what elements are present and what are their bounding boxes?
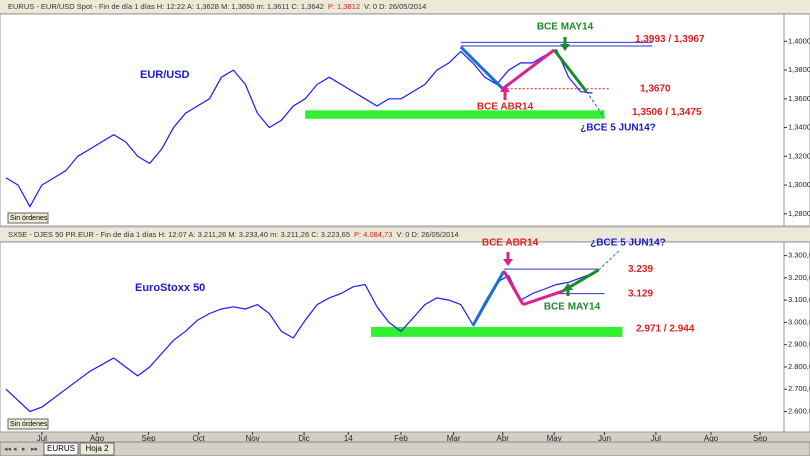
annotation: BCE MAY14 [537, 22, 594, 33]
tab[interactable] [43, 442, 79, 456]
annotation: BCE ABR14 [477, 102, 534, 113]
x-tick-label: Ago [90, 434, 105, 443]
chart-header: EURUS - EUR/USD Spot - Fin de día 1 días… [8, 2, 426, 11]
y-tick-label: 3.100,00 [788, 295, 810, 304]
x-tick-label: Nov [245, 434, 259, 443]
annotation: BCE ABR14 [482, 238, 539, 249]
tab-nav[interactable]: ▸▸ [31, 446, 39, 453]
arrow-head [503, 259, 513, 266]
trend-segment [553, 49, 588, 93]
y-tick-label: 3.300,00 [788, 251, 810, 260]
level-label: 2.971 / 2.944 [636, 324, 695, 335]
axis-area [783, 241, 810, 433]
level-label: 3.129 [628, 288, 653, 299]
x-tick-label: Jun [598, 434, 611, 443]
trend-segment [459, 45, 504, 90]
arrow-head [560, 44, 570, 51]
tab-nav[interactable]: ◂ [13, 446, 17, 453]
x-tick-label: Feb [394, 434, 408, 443]
header-part: EURUS - EUR/USD Spot - Fin de día 1 días… [8, 2, 324, 11]
annotation: ¿BCE 5 JUN14? [580, 123, 656, 134]
level-label: 1,3993 / 1,3967 [635, 34, 705, 45]
axis-area [783, 13, 810, 227]
header-bar [0, 228, 810, 241]
trend-segment [502, 270, 525, 306]
y-tick-label: 1,3600 [788, 94, 810, 103]
level-label: 3.239 [628, 264, 653, 275]
y-tick-label: 2.600,00 [788, 406, 810, 415]
x-tick-label: Jul [651, 434, 661, 443]
annotation: ¿BCE 5 JUN14? [590, 238, 666, 249]
price-line [5, 49, 593, 208]
level [305, 110, 605, 119]
arrow-head [563, 283, 573, 290]
tab-nav[interactable]: ▸ [22, 446, 26, 453]
trend-segment [471, 270, 506, 327]
x-tick-label: Abr [496, 434, 509, 443]
level [371, 326, 623, 337]
header-part: SX5E - DJES 50 PR.EUR - Fin de día 1 día… [8, 230, 350, 239]
x-tick-label: Mar [447, 434, 461, 443]
plot-area [0, 241, 785, 433]
orders-button[interactable] [7, 418, 49, 430]
tab-label[interactable]: EURUS [47, 444, 75, 453]
trend-segment [501, 48, 556, 90]
tab-nav[interactable]: ◂◂ [4, 446, 12, 453]
x-tick-label: Sep [141, 434, 156, 443]
y-tick-label: 1,3200 [788, 151, 810, 160]
level-label: 1,3670 [640, 83, 671, 94]
x-tick-label: Oct [192, 434, 205, 443]
y-tick-label: 1,3800 [788, 65, 810, 74]
arrow-head [500, 85, 510, 92]
chart-header: SX5E - DJES 50 PR.EUR - Fin de día 1 día… [8, 230, 459, 239]
header-part: V: 0 D: 26/05/2014 [396, 230, 458, 239]
y-tick-label: 2.800,00 [788, 362, 810, 371]
level-label: 1,3506 / 1,3475 [632, 107, 702, 118]
y-tick-label: 1,3400 [788, 123, 810, 132]
plot-area [0, 13, 785, 227]
header-part: P: 4.084,73 [354, 230, 392, 239]
header-part: V: 0 D: 26/05/2014 [364, 2, 426, 11]
y-tick-label: 2.700,00 [788, 384, 810, 393]
level-band [371, 326, 623, 337]
chart-title: EuroStoxx 50 [135, 282, 205, 294]
x-tick-label: 14 [344, 434, 353, 443]
level [460, 41, 653, 47]
tab[interactable] [79, 442, 115, 456]
orders-button-label: Sin órdenes [10, 421, 48, 428]
y-tick-label: 2.900,00 [788, 340, 810, 349]
y-tick-label: 3.000,00 [788, 317, 810, 326]
x-tick-label: Sep [753, 434, 768, 443]
orders-button-label: Sin órdenes [10, 215, 48, 222]
tab-bar [0, 441, 810, 456]
annotation: BCE MAY14 [544, 302, 601, 313]
x-tick-label: Dic [298, 434, 310, 443]
y-tick-label: 1,4000 [788, 36, 810, 45]
y-tick-label: 3.200,00 [788, 273, 810, 282]
trend-segment [586, 91, 605, 118]
y-tick-label: 1,3000 [788, 180, 810, 189]
orders-button[interactable] [7, 212, 49, 224]
x-tick-label: Jul [37, 434, 47, 443]
header-bar [0, 0, 810, 13]
y-tick-label: 1,2800 [788, 209, 810, 218]
trend-segment [522, 289, 564, 307]
header-part: P: 1,3812 [328, 2, 360, 11]
chart-title: EUR/USD [140, 69, 190, 81]
x-tick-label: Ago [704, 434, 719, 443]
tab-label[interactable]: Hoja 2 [85, 444, 109, 453]
level-band [305, 110, 605, 119]
x-tick-label: May [547, 434, 562, 443]
